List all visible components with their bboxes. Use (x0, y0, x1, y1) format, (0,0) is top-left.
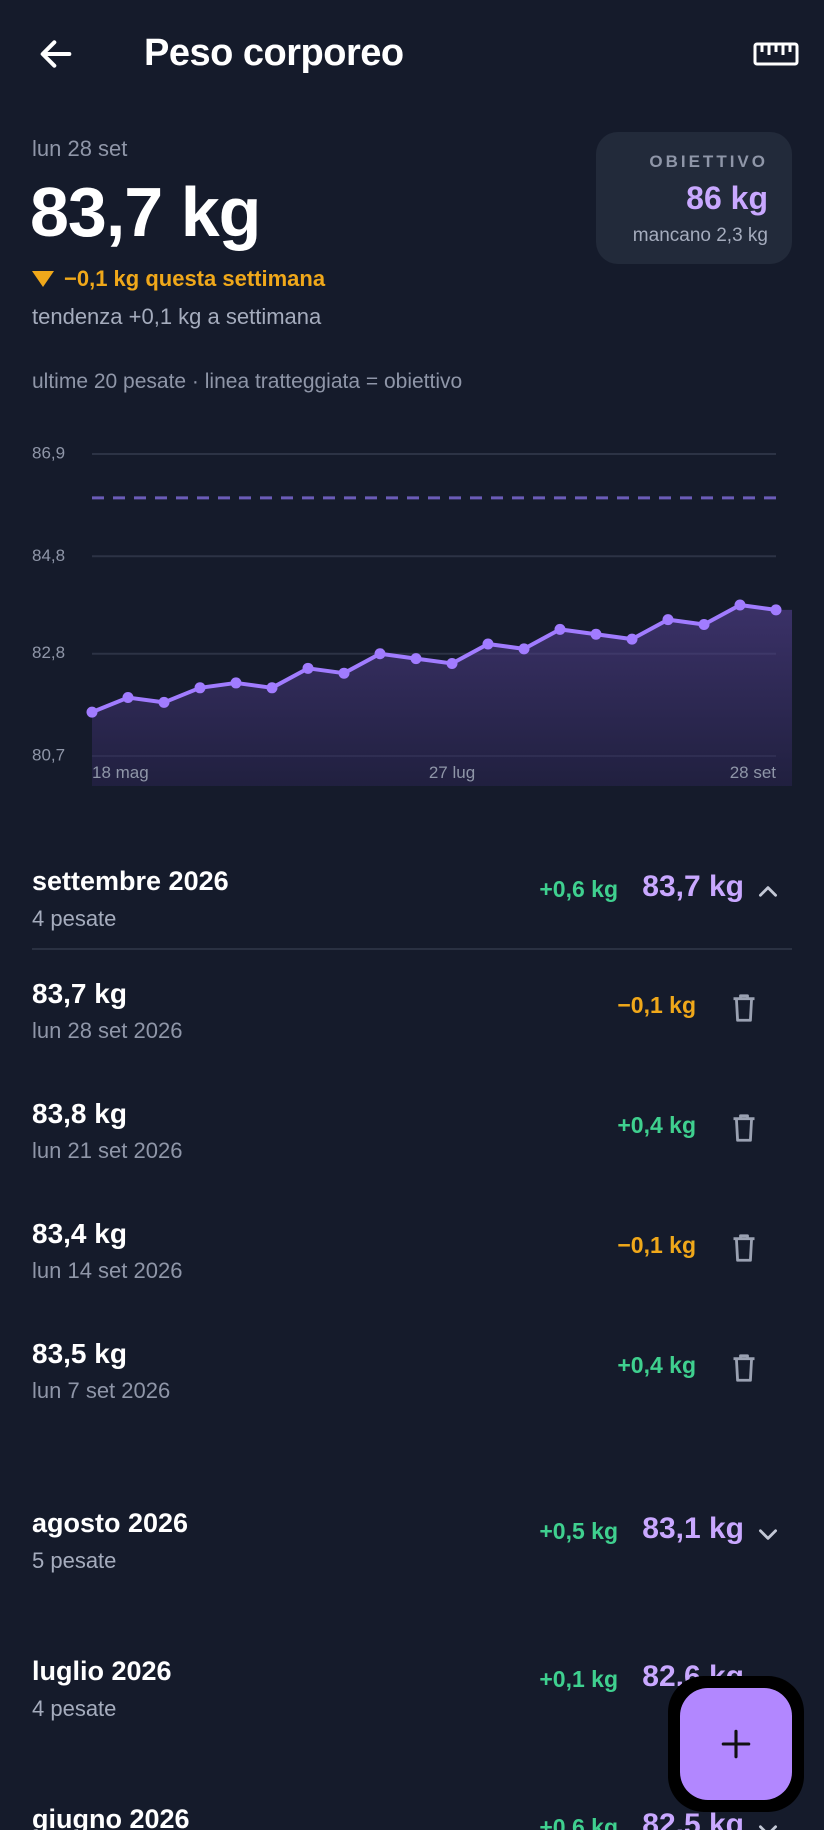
delete-button[interactable] (722, 1106, 766, 1150)
data-point (302, 662, 314, 674)
weight-entry[interactable]: 83,4 kg lun 14 set 2026 −0,1 kg (0, 1218, 824, 1318)
month-average: 82,5 kg (642, 1808, 744, 1830)
delete-button[interactable] (722, 1226, 766, 1270)
entry-delta: +0,4 kg (617, 1352, 696, 1378)
data-point (410, 653, 422, 665)
page-title: Peso corporeo (144, 32, 404, 74)
expand-button[interactable] (752, 1518, 784, 1550)
current-weight: 83,7 kg (30, 173, 261, 251)
x-tick-label: 18 mag (92, 763, 149, 782)
trash-icon (733, 994, 755, 1022)
data-point (734, 599, 746, 611)
month-header-september[interactable]: settembre 2026 4 pesate +0,6 kg 83,7 kg (0, 856, 824, 956)
month-delta: +0,1 kg (539, 1666, 618, 1692)
y-tick-label: 86,9 (32, 443, 65, 462)
ruler-icon (753, 42, 799, 66)
data-point (86, 706, 98, 718)
data-point (122, 692, 134, 704)
collapse-button[interactable] (752, 876, 784, 908)
series-line (90, 603, 778, 715)
week-change-text: −0,1 kg questa settimana (64, 266, 326, 291)
weight-chart: 86,9 84,8 82,8 80,7 18 mag 27 lug 28 set (0, 430, 824, 790)
trend-text: tendenza +0,1 kg a settimana (32, 304, 322, 329)
entry-delta: −0,1 kg (617, 992, 696, 1018)
triangle-down-icon (32, 271, 54, 287)
weight-chart-svg: 86,9 84,8 82,8 80,7 18 mag 27 lug 28 set (32, 443, 792, 786)
data-point (446, 657, 458, 669)
data-point (590, 628, 602, 640)
fab-container (668, 1676, 804, 1812)
entry-weight: 83,4 kg (32, 1218, 127, 1249)
month-name: settembre 2026 (32, 866, 229, 896)
data-point (482, 638, 494, 650)
entry-date: lun 7 set 2026 (32, 1378, 171, 1403)
chevron-down-icon (759, 1529, 777, 1540)
data-point (158, 696, 170, 708)
month-delta: +0,6 kg (539, 876, 618, 902)
data-point (230, 677, 242, 689)
delete-button[interactable] (722, 986, 766, 1030)
chevron-down-icon (759, 1825, 777, 1830)
ruler-button[interactable] (748, 30, 804, 78)
month-name: giugno 2026 (32, 1804, 190, 1830)
month-header-august[interactable]: agosto 2026 5 pesate +0,5 kg 83,1 kg (0, 1498, 824, 1598)
data-point (770, 604, 782, 616)
x-tick-label: 27 lug (429, 763, 475, 782)
weight-entry[interactable]: 83,7 kg lun 28 set 2026 −0,1 kg (0, 978, 824, 1078)
month-name: luglio 2026 (32, 1656, 172, 1686)
trash-icon (733, 1114, 755, 1142)
data-point (338, 667, 350, 679)
entry-delta: −0,1 kg (617, 1232, 696, 1258)
area-fill (92, 605, 792, 786)
month-average: 83,7 kg (642, 870, 744, 903)
divider (32, 948, 792, 950)
x-tick-label: 28 set (730, 763, 777, 782)
app-bar: Peso corporeo (0, 0, 824, 112)
y-tick-label: 84,8 (32, 546, 65, 565)
data-point (554, 623, 566, 635)
trash-icon (733, 1234, 755, 1262)
data-point (626, 633, 638, 645)
data-point (698, 618, 710, 630)
entry-date: lun 28 set 2026 (32, 1018, 183, 1043)
entry-date: lun 21 set 2026 (32, 1138, 183, 1163)
goal-title: OBIETTIVO (649, 152, 768, 171)
chart-caption: ultime 20 pesate · linea tratteggiata = … (32, 370, 463, 393)
entry-weight: 83,5 kg (32, 1338, 127, 1369)
week-change: −0,1 kg questa settimana (32, 266, 325, 292)
data-point (266, 682, 278, 694)
arrow-left-icon (40, 40, 72, 68)
goal-card[interactable]: OBIETTIVO 86 kg mancano 2,3 kg (596, 132, 792, 264)
data-point (194, 682, 206, 694)
plus-icon (721, 1729, 751, 1759)
data-point (662, 614, 674, 626)
y-tick-label: 80,7 (32, 745, 65, 764)
data-point (518, 643, 530, 655)
add-weight-button[interactable] (680, 1688, 792, 1800)
current-date: lun 28 set (32, 136, 128, 161)
delete-button[interactable] (722, 1346, 766, 1390)
month-count: 5 pesate (32, 1548, 117, 1573)
entry-weight: 83,7 kg (32, 978, 127, 1009)
weight-entry[interactable]: 83,5 kg lun 7 set 2026 +0,4 kg (0, 1338, 824, 1438)
month-average: 83,1 kg (642, 1512, 744, 1545)
entry-weight: 83,8 kg (32, 1098, 127, 1129)
entry-delta: +0,4 kg (617, 1112, 696, 1138)
chevron-up-icon (759, 886, 777, 897)
trash-icon (733, 1354, 755, 1382)
month-count: 4 pesate (32, 906, 117, 931)
back-button[interactable] (32, 30, 80, 78)
data-point (374, 648, 386, 660)
month-count: 4 pesate (32, 1696, 117, 1721)
month-delta: +0,6 kg (539, 1814, 618, 1830)
month-header-june[interactable]: giugno 2026 +0,6 kg 82,5 kg (0, 1794, 824, 1830)
goal-value: 86 kg (686, 180, 768, 216)
weight-entry[interactable]: 83,8 kg lun 21 set 2026 +0,4 kg (0, 1098, 824, 1198)
month-delta: +0,5 kg (539, 1518, 618, 1544)
expand-button[interactable] (752, 1814, 784, 1830)
y-tick-label: 82,8 (32, 643, 65, 662)
goal-remaining: mancano 2,3 kg (632, 225, 768, 246)
entry-date: lun 14 set 2026 (32, 1258, 183, 1283)
month-name: agosto 2026 (32, 1508, 189, 1538)
